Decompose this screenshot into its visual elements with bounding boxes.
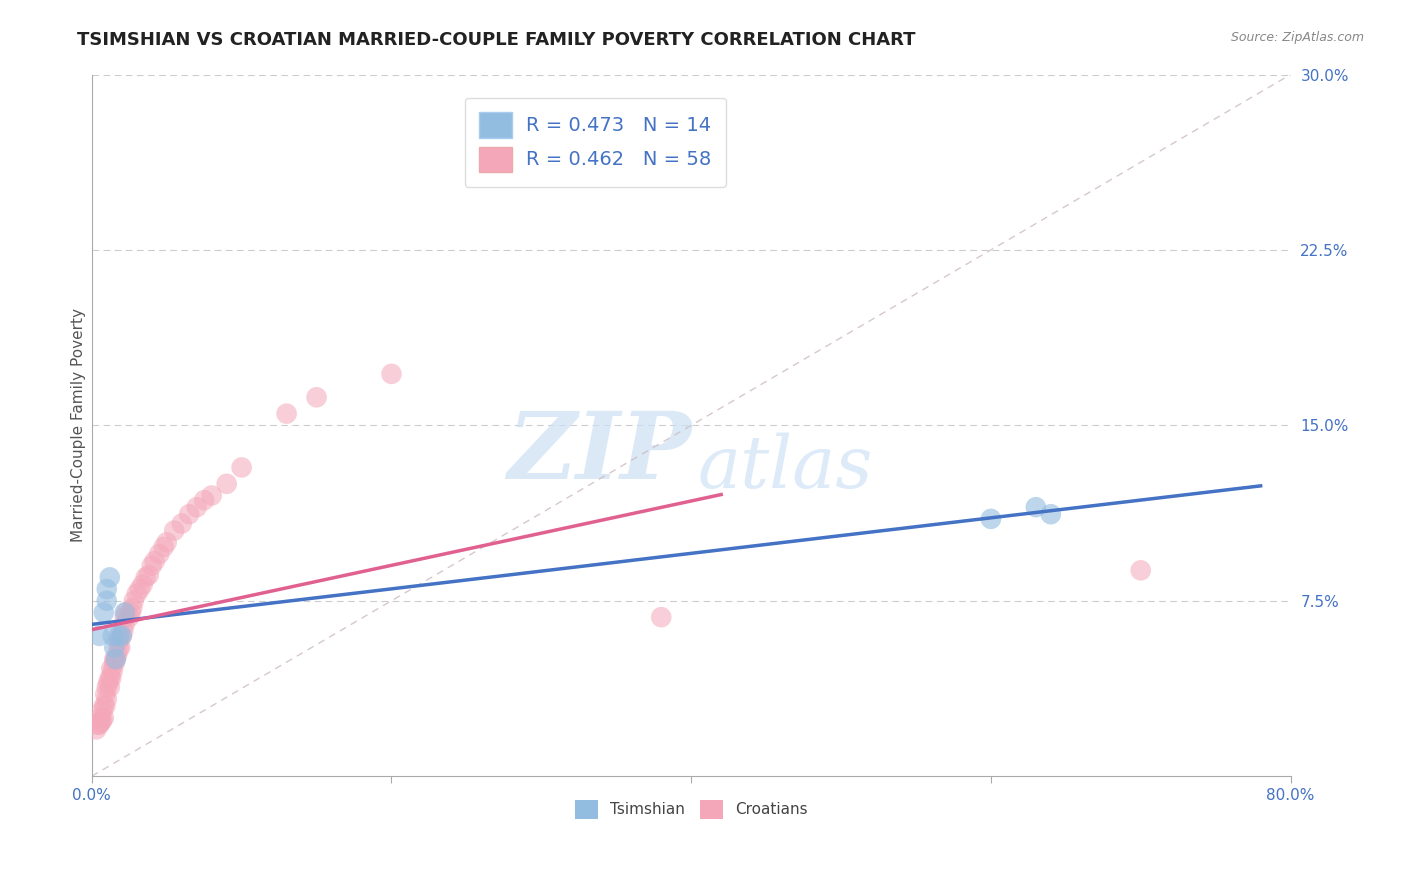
Point: [276, 407, 298, 421]
Point: [152, 540, 174, 554]
Point: [1129, 563, 1152, 577]
Point: [107, 640, 129, 655]
Point: [104, 652, 127, 666]
Point: [94, 698, 117, 713]
Point: [179, 507, 201, 521]
Point: [84, 723, 107, 737]
Point: [90, 711, 112, 725]
Point: [114, 606, 136, 620]
Point: [96, 593, 118, 607]
Point: [125, 587, 148, 601]
Point: [231, 460, 253, 475]
Point: [215, 476, 238, 491]
Point: [100, 671, 122, 685]
Point: [128, 582, 150, 596]
Point: [141, 558, 163, 573]
Point: [114, 617, 136, 632]
Point: [104, 652, 127, 666]
Text: atlas: atlas: [697, 433, 873, 503]
Point: [143, 554, 166, 568]
Point: [121, 600, 143, 615]
Text: TSIMSHIAN VS CROATIAN MARRIED-COUPLE FAMILY POVERTY CORRELATION CHART: TSIMSHIAN VS CROATIAN MARRIED-COUPLE FAM…: [77, 31, 915, 49]
Point: [122, 593, 145, 607]
Text: ZIP: ZIP: [508, 409, 692, 499]
Point: [107, 633, 129, 648]
Point: [105, 648, 128, 662]
Point: [93, 606, 115, 620]
Point: [93, 698, 115, 713]
Point: [156, 535, 179, 549]
Point: [91, 704, 114, 718]
Point: [1039, 507, 1062, 521]
Point: [100, 662, 122, 676]
Point: [91, 713, 114, 727]
Point: [107, 629, 129, 643]
Point: [170, 516, 193, 531]
Point: [89, 717, 111, 731]
Point: [96, 582, 118, 596]
Point: [120, 606, 142, 620]
Point: [980, 512, 1002, 526]
Point: [111, 629, 134, 643]
Y-axis label: Married-Couple Family Poverty: Married-Couple Family Poverty: [72, 309, 86, 542]
Point: [98, 570, 121, 584]
Point: [650, 610, 672, 624]
Point: [138, 568, 160, 582]
Point: [103, 652, 125, 666]
Point: [132, 577, 155, 591]
Point: [96, 692, 118, 706]
Point: [103, 657, 125, 671]
Point: [101, 629, 124, 643]
Legend: Tsimshian, Croatians: Tsimshian, Croatians: [568, 794, 814, 825]
Point: [1025, 500, 1047, 515]
Point: [89, 629, 111, 643]
Point: [101, 664, 124, 678]
Point: [98, 671, 121, 685]
Point: [111, 629, 134, 643]
Point: [110, 640, 132, 655]
Point: [115, 606, 138, 620]
Point: [112, 624, 135, 639]
Point: [114, 610, 136, 624]
Point: [87, 717, 110, 731]
Point: [380, 367, 402, 381]
Point: [96, 681, 118, 695]
Point: [103, 640, 125, 655]
Point: [94, 687, 117, 701]
Text: Source: ZipAtlas.com: Source: ZipAtlas.com: [1230, 31, 1364, 45]
Point: [148, 547, 170, 561]
Point: [135, 570, 157, 584]
Point: [193, 493, 215, 508]
Point: [90, 715, 112, 730]
Point: [98, 681, 121, 695]
Point: [93, 711, 115, 725]
Point: [97, 675, 120, 690]
Point: [186, 500, 208, 515]
Point: [118, 610, 141, 624]
Point: [305, 390, 328, 404]
Point: [201, 489, 224, 503]
Point: [163, 524, 186, 538]
